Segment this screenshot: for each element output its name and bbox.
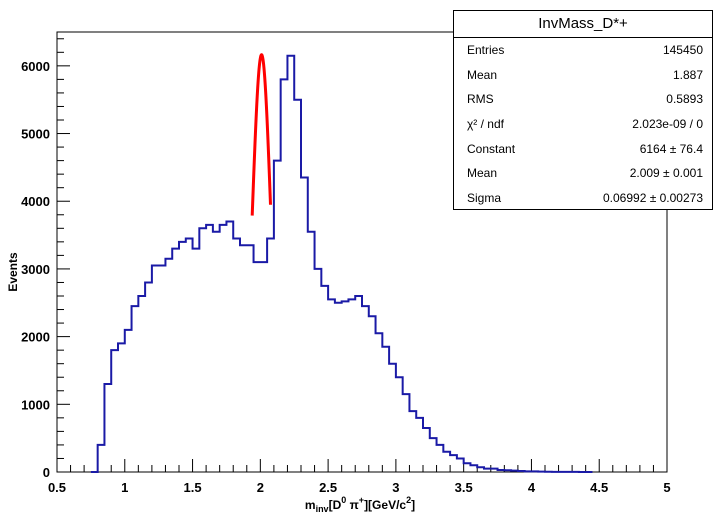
stats-row-mean: Mean 1.887 [454,63,712,88]
x-tick-label: 3 [392,480,399,495]
stats-key: Mean [467,166,498,181]
x-tick-label: 1.5 [184,480,202,495]
gaussian-fit-curve [250,53,272,216]
y-axis: 0 1000 2000 3000 4000 5000 6000 [21,38,70,480]
stats-key: Sigma [467,191,502,206]
stats-key: χ² / ndf [467,117,504,132]
stats-key: Constant [467,141,516,156]
y-tick-label: 1000 [21,397,50,412]
x-tick-label: 4.5 [590,480,608,495]
y-tick-label: 6000 [21,59,50,74]
stats-value: 0.06992 ± 0.00273 [602,191,703,206]
y-axis-title: Events [6,252,20,292]
stats-row-chi2: χ² / ndf 2.023e-09 / 0 [454,112,712,137]
stats-row-fit-mean: Mean 2.009 ± 0.001 [454,161,712,186]
y-tick-label: 3000 [21,262,50,277]
stats-row-sigma: Sigma 0.06992 ± 0.00273 [454,186,712,211]
histogram-layer [90,54,593,473]
y-tick-label: 5000 [21,127,50,142]
stats-value: 145450 [662,43,703,57]
y-tick-label: 2000 [21,330,50,345]
fit-layer [250,53,272,216]
y-tick-label: 4000 [21,194,50,209]
stats-value: 0.5893 [666,92,703,107]
stats-key: Mean [467,67,498,82]
x-tick-label: 5 [663,480,670,495]
x-tick-label: 2 [257,480,264,495]
x-tick-label: 0.5 [48,480,66,495]
stats-row-entries: Entries 145450 [454,38,712,63]
x-tick-label: 4 [528,480,536,495]
x-tick-label: 1 [121,480,128,495]
stats-key: RMS [467,92,494,107]
x-axis-title: minv[D0 π+][GeV/c2] [305,495,415,514]
stats-box: InvMass_D*+ Entries 145450 Mean 1.887 RM… [453,10,713,210]
stats-value: 2.023e-09 / 0 [632,117,703,132]
x-tick-label: 2.5 [319,480,337,495]
histogram-series [90,54,593,473]
x-axis: 0.5 1 1.5 2 2.5 3 3.5 4 4.5 5 [48,459,671,495]
plot-frame [56,31,668,473]
stats-row-constant: Constant 6164 ± 76.4 [454,137,712,162]
x-tick-label: 3.5 [455,480,473,495]
y-tick-label: 0 [43,465,50,480]
stats-value: 6164 ± 76.4 [639,141,703,156]
stats-key: Entries [467,43,505,57]
stats-value: 2.009 ± 0.001 [629,166,703,181]
stats-title: InvMass_D*+ [454,11,712,38]
stats-value: 1.887 [672,67,703,82]
stats-row-rms: RMS 0.5893 [454,87,712,112]
